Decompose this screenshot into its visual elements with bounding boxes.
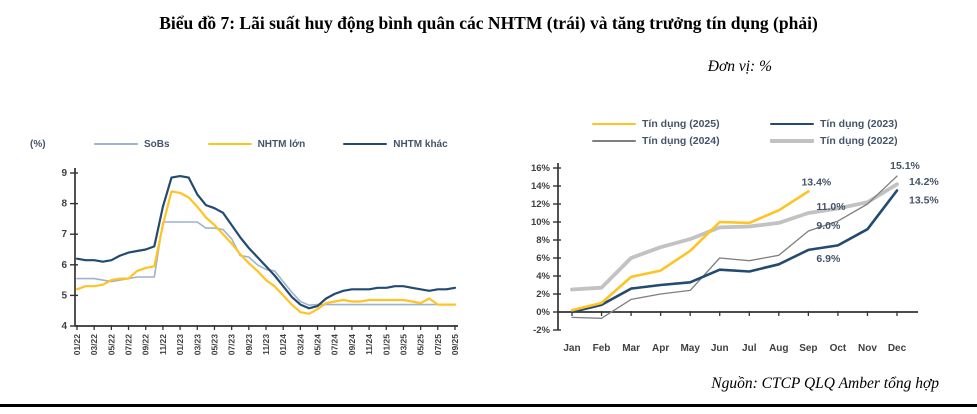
legend-item-credit-2022: Tín dụng (2022)	[770, 135, 940, 147]
svg-text:5: 5	[61, 290, 67, 301]
svg-text:Dec: Dec	[888, 343, 907, 354]
svg-text:-2%: -2%	[533, 325, 550, 336]
legend-label: Tín dụng (2024)	[642, 135, 720, 147]
svg-text:03/22: 03/22	[89, 334, 99, 356]
legend-item-credit-2024: Tín dụng (2024)	[592, 135, 762, 147]
credit-growth-legend: Tín dụng (2025) Tín dụng (2023) Tín dụng…	[592, 118, 948, 147]
svg-text:11/23: 11/23	[261, 334, 271, 355]
svg-text:05/22: 05/22	[106, 334, 116, 356]
svg-text:09/25: 09/25	[450, 334, 460, 356]
svg-text:05/25: 05/25	[416, 334, 426, 356]
source-note: Nguồn: CTCP QLQ Amber tổng hợp	[711, 375, 939, 392]
svg-text:May: May	[680, 343, 700, 354]
credit-2023-line-swatch	[770, 122, 814, 126]
legend-item-nhtm-lon: NHTM lớn	[207, 138, 306, 150]
svg-text:Mar: Mar	[622, 343, 640, 354]
legend-label: NHTM lớn	[257, 138, 306, 150]
legend-label: SoBs	[144, 138, 170, 150]
svg-text:11/22: 11/22	[158, 334, 168, 355]
svg-text:14.2%: 14.2%	[909, 176, 939, 188]
svg-text:6%: 6%	[536, 253, 550, 264]
bottom-border-line	[0, 404, 977, 407]
svg-text:Aug: Aug	[769, 343, 788, 354]
deposit-rate-chart-svg: 4 5 6 7 8 9 01/22 03/22 05/22 07/22 09/22 11/22 01/2…	[61, 168, 460, 356]
legend-item-sobs: SoBs	[94, 139, 170, 150]
svg-text:09/23: 09/23	[244, 334, 254, 356]
svg-text:16%: 16%	[531, 163, 551, 174]
svg-text:03/24: 03/24	[295, 334, 305, 356]
svg-text:07/25: 07/25	[433, 334, 443, 356]
nhtm-lon-line-swatch	[207, 142, 252, 146]
svg-text:03/25: 03/25	[398, 334, 408, 356]
sobs-line-swatch	[94, 143, 138, 145]
credit-growth-chart-svg: -2% 0% 2% 4% 6% 8% 10% 12% 14% 16% Jan Feb Mar Apr May…	[531, 160, 939, 354]
svg-text:09/22: 09/22	[141, 334, 151, 356]
legend-label: Tín dụng (2025)	[642, 118, 720, 130]
svg-text:11/24: 11/24	[364, 334, 374, 355]
figure-title: Biểu đồ 7: Lãi suất huy động bình quân c…	[159, 13, 818, 33]
credit-2025-line-swatch	[592, 122, 636, 126]
credit-2022-line-swatch	[770, 139, 814, 143]
svg-text:07/22: 07/22	[124, 334, 134, 356]
svg-text:05/24: 05/24	[313, 334, 323, 356]
svg-text:4%: 4%	[536, 271, 550, 282]
legend-label: NHTM khác	[393, 138, 448, 150]
legend-item-nhtm-khac: NHTM khác	[343, 138, 448, 150]
y-axis-unit-label: (%)	[30, 138, 46, 150]
svg-text:13.4%: 13.4%	[801, 176, 831, 188]
svg-text:8: 8	[61, 199, 67, 210]
svg-text:01/23: 01/23	[175, 334, 185, 356]
svg-text:01/24: 01/24	[278, 334, 288, 356]
svg-text:6.9%: 6.9%	[816, 253, 841, 265]
svg-text:Jan: Jan	[563, 343, 580, 354]
svg-text:0%: 0%	[536, 307, 550, 318]
svg-text:01/22: 01/22	[72, 334, 82, 356]
legend-label: Tín dụng (2022)	[820, 135, 898, 147]
credit-2024-line-swatch	[592, 140, 636, 142]
svg-text:Jul: Jul	[742, 343, 757, 354]
nhtm-khac-line-swatch	[343, 142, 388, 146]
credit-growth-chart: Tín dụng (2025) Tín dụng (2023) Tín dụng…	[530, 118, 977, 360]
legend-item-credit-2023: Tín dụng (2023)	[770, 118, 940, 130]
deposit-rate-legend: (%) SoBs NHTM lớn NHTM khác	[30, 136, 475, 152]
svg-text:12%: 12%	[531, 199, 551, 210]
svg-text:Apr: Apr	[652, 343, 669, 354]
svg-text:4: 4	[61, 321, 67, 332]
svg-text:Feb: Feb	[593, 343, 611, 354]
unit-label: Đơn vị: %	[707, 58, 772, 75]
svg-text:7: 7	[61, 229, 67, 240]
svg-text:Jun: Jun	[711, 343, 729, 354]
legend-item-credit-2025: Tín dụng (2025)	[592, 118, 762, 130]
svg-text:03/23: 03/23	[192, 334, 202, 356]
svg-text:10%: 10%	[531, 217, 551, 228]
svg-text:Oct: Oct	[830, 343, 847, 354]
svg-text:8%: 8%	[536, 235, 550, 246]
svg-text:11.0%: 11.0%	[816, 201, 846, 213]
svg-text:Nov: Nov	[858, 343, 877, 354]
svg-text:07/24: 07/24	[330, 334, 340, 356]
deposit-rate-chart: (%) SoBs NHTM lớn NHTM khác 4 5 6 7 8 9 01/22 0…	[30, 136, 475, 384]
svg-text:2%: 2%	[536, 289, 550, 300]
svg-text:9: 9	[61, 168, 67, 179]
svg-text:07/23: 07/23	[227, 334, 237, 356]
svg-text:9.0%: 9.0%	[816, 220, 841, 232]
svg-text:13.5%: 13.5%	[909, 195, 939, 207]
svg-text:Sep: Sep	[799, 343, 817, 354]
svg-text:14%: 14%	[531, 181, 551, 192]
svg-text:05/23: 05/23	[209, 334, 219, 356]
svg-text:09/24: 09/24	[347, 334, 357, 356]
legend-label: Tín dụng (2023)	[820, 118, 898, 130]
svg-text:6: 6	[61, 260, 67, 271]
svg-text:15.1%: 15.1%	[890, 160, 920, 172]
svg-text:01/25: 01/25	[381, 334, 391, 356]
